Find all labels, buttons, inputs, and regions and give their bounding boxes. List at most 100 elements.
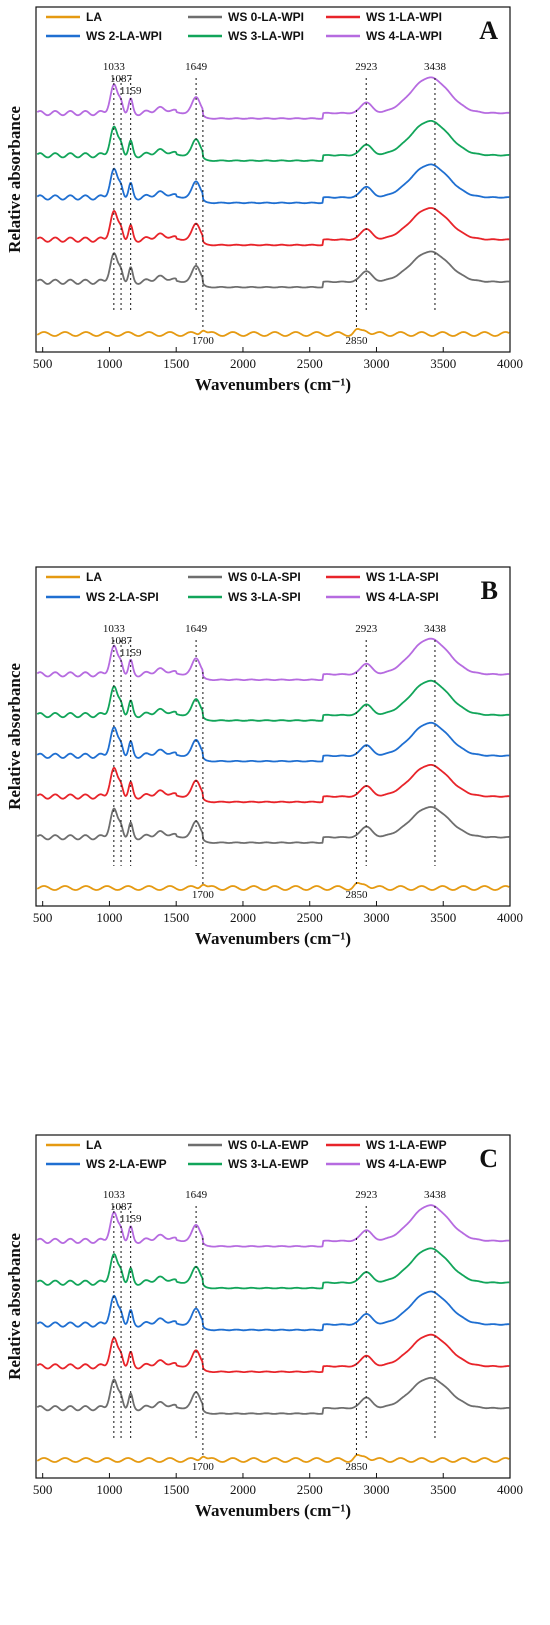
peak-label: 1159 [120, 1213, 142, 1225]
peak-label: 1649 [185, 1189, 208, 1201]
peak-label: 1087 [110, 1201, 133, 1213]
legend-label: WS 4-LA-WPI [366, 29, 442, 43]
x-tick-label: 3500 [430, 356, 456, 371]
peak-label: 1087 [110, 73, 133, 85]
legend-label: WS 3-LA-SPI [228, 590, 301, 604]
y-axis-title: Relative absorbance [5, 106, 24, 253]
legend-label: WS 2-LA-EWP [86, 1157, 167, 1171]
legend-label: LA [86, 1138, 102, 1152]
peak-label: 1159 [120, 85, 142, 97]
chart-panel-A: A LA WS 0-LA-WPI WS 1-LA-WPI WS 2-LA-WPI WS 3… [5, 6, 523, 394]
series-line [36, 1247, 510, 1290]
series-line [36, 1290, 510, 1332]
x-tick-label: 500 [33, 910, 53, 925]
y-axis-title: Relative absorbance [5, 663, 24, 810]
x-tick-label: 1500 [163, 356, 189, 371]
plot-frame [35, 566, 511, 907]
y-axis-title: Relative absorbance [5, 1233, 24, 1380]
legend-label: LA [86, 570, 102, 584]
x-tick-label: 1000 [96, 1482, 122, 1497]
peak-label: 3438 [424, 1189, 447, 1201]
x-tick-label: 1000 [96, 910, 122, 925]
series-line [36, 120, 510, 162]
legend-label: WS 0-LA-WPI [228, 10, 304, 24]
series-line [36, 1204, 510, 1248]
panel-label: C [479, 1144, 498, 1173]
plot-frame [35, 1134, 511, 1479]
x-tick-label: 500 [33, 1482, 53, 1497]
x-tick-label: 3500 [430, 1482, 456, 1497]
x-tick-label: 1500 [163, 910, 189, 925]
peak-label: 2850 [345, 889, 368, 901]
peak-label: 2850 [345, 1461, 368, 1473]
peak-label: 3438 [424, 623, 447, 635]
series-line [36, 882, 510, 891]
legend-label: LA [86, 10, 102, 24]
legend-label: WS 4-LA-SPI [366, 590, 439, 604]
peak-label: 1033 [103, 623, 126, 635]
plot-frame [35, 6, 511, 353]
series-line [36, 806, 510, 844]
x-tick-label: 2000 [230, 356, 256, 371]
series-line [36, 764, 510, 804]
x-axis-title: Wavenumbers (cm⁻¹) [195, 929, 351, 948]
series-line [36, 1454, 510, 1463]
peak-label: 2923 [355, 61, 378, 73]
chart-panel-B: B LA WS 0-LA-SPI WS 1-LA-SPI WS 2-LA-SPI WS 3… [5, 566, 523, 948]
x-tick-label: 2000 [230, 910, 256, 925]
peak-label: 3438 [424, 61, 447, 73]
series-line [36, 328, 510, 337]
x-tick-label: 4000 [497, 356, 523, 371]
panel-label: A [479, 16, 498, 45]
x-tick-label: 4000 [497, 1482, 523, 1497]
legend-label: WS 4-LA-EWP [366, 1157, 447, 1171]
peak-label: 1700 [192, 335, 215, 347]
x-tick-label: 1000 [96, 356, 122, 371]
series-line [36, 163, 510, 205]
legend-label: WS 3-LA-WPI [228, 29, 304, 43]
peak-label: 1033 [103, 61, 126, 73]
series-line [36, 76, 510, 120]
x-tick-label: 3000 [363, 1482, 389, 1497]
legend-label: WS 2-LA-WPI [86, 29, 162, 43]
peak-label: 1159 [120, 647, 142, 659]
series-line [36, 1333, 510, 1373]
legend-label: WS 2-LA-SPI [86, 590, 159, 604]
series-line [36, 1376, 510, 1415]
legend-label: WS 0-LA-EWP [228, 1138, 309, 1152]
x-tick-label: 4000 [497, 910, 523, 925]
x-tick-label: 2000 [230, 1482, 256, 1497]
panel-label: B [481, 576, 498, 605]
x-tick-label: 1500 [163, 1482, 189, 1497]
series-line [36, 207, 510, 247]
series-line [36, 637, 510, 681]
peak-label: 1649 [185, 61, 208, 73]
legend-label: WS 1-LA-SPI [366, 570, 439, 584]
x-tick-label: 3000 [363, 356, 389, 371]
series-line [36, 721, 510, 763]
peak-label: 2850 [345, 335, 368, 347]
x-tick-label: 500 [33, 356, 53, 371]
peak-label: 2923 [355, 623, 378, 635]
peak-label: 1700 [192, 889, 215, 901]
chart-panel-C: C LA WS 0-LA-EWP WS 1-LA-EWP WS 2-LA-EWP WS 3… [5, 1134, 523, 1520]
peak-label: 2923 [355, 1189, 378, 1201]
x-tick-label: 3000 [363, 910, 389, 925]
x-axis-title: Wavenumbers (cm⁻¹) [195, 375, 351, 394]
peak-label: 1033 [103, 1189, 126, 1201]
x-axis-title: Wavenumbers (cm⁻¹) [195, 1501, 351, 1520]
series-line [36, 679, 510, 722]
x-tick-label: 2500 [297, 910, 323, 925]
peak-label: 1087 [110, 635, 133, 647]
series-line [36, 250, 510, 289]
legend-label: WS 1-LA-WPI [366, 10, 442, 24]
legend-label: WS 3-LA-EWP [228, 1157, 309, 1171]
x-tick-label: 3500 [430, 910, 456, 925]
legend-label: WS 1-LA-EWP [366, 1138, 447, 1152]
x-tick-label: 2500 [297, 356, 323, 371]
peak-label: 1700 [192, 1461, 215, 1473]
x-tick-label: 2500 [297, 1482, 323, 1497]
peak-label: 1649 [185, 623, 208, 635]
legend-label: WS 0-LA-SPI [228, 570, 301, 584]
